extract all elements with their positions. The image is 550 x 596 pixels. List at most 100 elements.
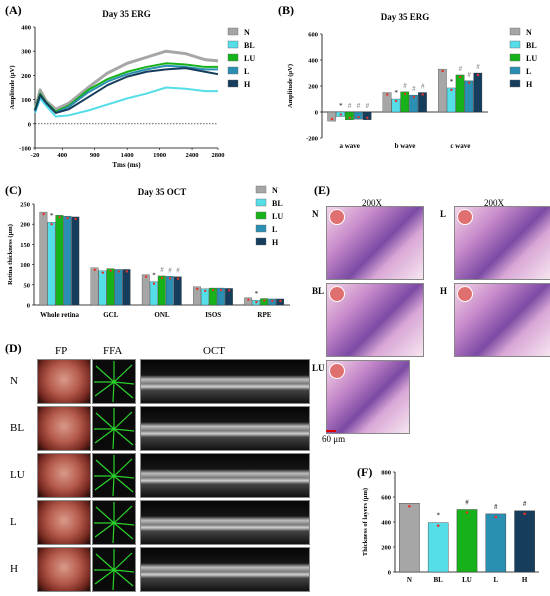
legend-swatch-n <box>227 27 239 36</box>
chart-f-category-label: BL <box>434 576 444 584</box>
oct-image-l <box>140 500 310 545</box>
chart-c-point <box>144 275 148 278</box>
chart-f-bar-bl <box>427 522 449 573</box>
chart-c-bar-n <box>141 274 150 306</box>
chart-a-y-tick-label: 100 <box>21 97 31 104</box>
histology-image-n <box>326 206 424 280</box>
panel-label-c: (C) <box>5 183 22 197</box>
chart-c-y-tick-label: 250 <box>20 202 30 209</box>
ffa-image-bl <box>92 406 136 451</box>
chart-c-point <box>263 299 266 302</box>
chart-a-title: Day 35 ERG <box>102 9 151 19</box>
panel-label-b: (B) <box>278 3 294 17</box>
chart-f-annotation: * <box>436 512 440 520</box>
chart-f-category-label: N <box>407 576 412 584</box>
histology-label-l: L <box>440 209 447 219</box>
chart-f-annotation: # <box>465 499 469 507</box>
chart-b-annotation: # <box>366 102 370 110</box>
legend-label-n: N <box>526 28 532 37</box>
chart-c-point <box>109 269 113 272</box>
chart-b-y-tick-label: 0 <box>315 110 318 117</box>
legend-swatch-n <box>509 27 521 36</box>
chart-a-x-tick-label: 900 <box>90 152 100 159</box>
chart-c-category-label: GCL <box>103 311 119 319</box>
chart-c-point <box>168 277 172 280</box>
chart-c-point <box>160 276 164 280</box>
chart-f-y-tick-label: 600 <box>381 495 391 502</box>
chart-c-y-tick-label: 0 <box>27 303 30 310</box>
histology-label-bl: BL <box>312 286 325 296</box>
chart-f-ylabel: Thickness of layers (μm) <box>362 488 369 556</box>
chart-c-point <box>117 270 120 273</box>
chart-a-xlabel: Tms (ms) <box>112 161 141 169</box>
legend-label-l: L <box>244 67 249 76</box>
chart-c-bar-l <box>114 269 123 306</box>
chart-f-annotation: # <box>523 500 527 508</box>
chart-c: Day 35 OCT 0 50 100 150 200 250 Retina thicknes… <box>7 185 290 319</box>
histology-inset <box>457 209 473 225</box>
panel-d-grid: FP FFA OCT N BL LU L H <box>0 341 312 595</box>
ffa-vessel-pattern <box>94 549 135 591</box>
chart-a-y-tick-label: -100 <box>19 146 31 153</box>
fp-image-n <box>37 359 91 404</box>
ffa-vessel-pattern <box>94 502 135 544</box>
chart-c-annotation: # <box>176 267 180 275</box>
chart-b-annotation: # <box>403 82 407 90</box>
row-label-lu: LU <box>10 469 25 481</box>
ffa-vessel-pattern <box>94 408 135 450</box>
chart-a-y-tick-label: 0 <box>28 121 31 128</box>
chart-c-bar-bl <box>149 281 158 306</box>
histology-label-n: N <box>312 209 319 219</box>
histology-inset <box>457 286 473 302</box>
chart-b-point <box>412 95 416 99</box>
chart-b-category-label: c wave <box>450 142 470 150</box>
chart-b: Day 35 ERG -200 0 200 400 600 Amplitude (μV) * #… <box>287 12 537 150</box>
chart-c-point <box>204 289 207 293</box>
histology-label-h: H <box>440 286 448 296</box>
chart-b-point <box>459 75 462 79</box>
chart-b-annotation: * <box>394 89 398 97</box>
chart-c-point <box>125 270 128 273</box>
ffa-image-n <box>92 359 136 404</box>
chart-b-point <box>366 116 369 120</box>
chart-c-bar-bl <box>47 222 56 306</box>
chart-c-point <box>50 222 53 226</box>
fp-image-h <box>37 547 91 592</box>
ffa-image-lu <box>92 453 136 498</box>
chart-b-y-tick-label: 600 <box>308 32 318 39</box>
chart-c-point <box>219 288 223 292</box>
legend-label-lu: LU <box>272 212 283 221</box>
chart-c-point <box>255 300 258 304</box>
magnification-right: 200X <box>484 198 504 208</box>
chart-c-point <box>42 212 45 216</box>
histology-image-h <box>454 283 550 357</box>
legend-label-h: H <box>272 238 279 247</box>
chart-a-y-tick-label: 300 <box>21 49 31 56</box>
panel-label-f: (F) <box>357 465 373 479</box>
column-label-ffa: FFA <box>103 345 123 357</box>
chart-c-point <box>247 298 250 301</box>
chart-a-x-tick-label: -20 <box>31 152 40 159</box>
chart-c-category-label: ONL <box>154 311 170 319</box>
legend-label-l: L <box>526 67 531 76</box>
chart-b-bar-lu <box>455 74 465 113</box>
legend-label-bl: BL <box>244 41 255 50</box>
ffa-vessel-pattern <box>94 455 135 497</box>
legend-swatch-lu <box>509 53 521 62</box>
chart-c-category-label: RPE <box>257 311 271 319</box>
chart-c-annotation: # <box>160 266 164 274</box>
chart-a-line-lu <box>34 62 218 113</box>
chart-a-line-bl <box>34 86 218 118</box>
chart-c-point <box>271 299 274 303</box>
chart-c-bar-bl <box>98 270 107 306</box>
row-label-h: H <box>10 563 18 575</box>
chart-c-point <box>66 216 69 220</box>
chart-c-bar-h <box>122 269 131 306</box>
chart-c-bar-lu <box>260 298 269 306</box>
chart-b-y-tick-label: -200 <box>306 136 318 143</box>
legend-label-l: L <box>272 225 277 234</box>
chart-a-x-tick-label: 1900 <box>153 152 166 159</box>
legend-label-h: H <box>526 80 533 89</box>
chart-c-category-label: ISOS <box>205 311 221 319</box>
chart-a-y-tick-label: 400 <box>21 25 31 32</box>
